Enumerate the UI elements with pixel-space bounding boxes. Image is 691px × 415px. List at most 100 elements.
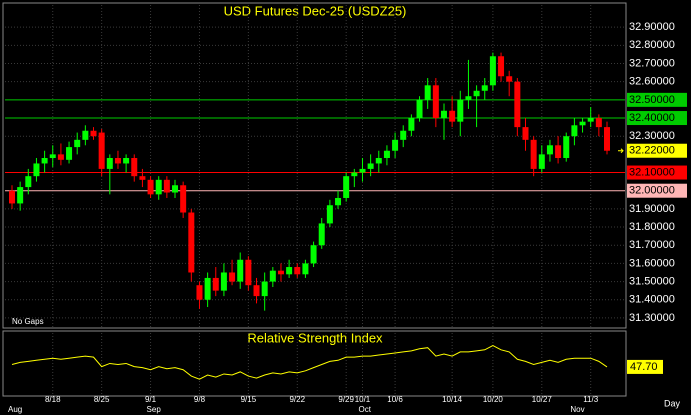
month-label: Aug <box>8 405 22 414</box>
candle-body <box>57 154 64 160</box>
level-label-box <box>627 111 687 126</box>
candle-body <box>139 176 146 180</box>
chart-title: USD Futures Dec-25 (USDZ25) <box>224 3 407 18</box>
candle-body <box>220 272 227 291</box>
price-panel <box>2 2 627 329</box>
y-tick-label: 31.80000 <box>629 221 675 233</box>
candle-body <box>571 125 578 137</box>
candle-body <box>457 99 464 122</box>
month-label: Sep <box>147 405 162 414</box>
x-tick-label: 10/27 <box>532 395 553 404</box>
rsi-panel <box>2 330 627 397</box>
candle-body <box>163 179 170 193</box>
x-tick-label: 10/20 <box>483 395 504 404</box>
y-tick-label: 32.80000 <box>629 39 675 51</box>
candle-body <box>555 145 562 159</box>
x-tick-label: 9/29 <box>338 395 354 404</box>
candle-body <box>506 76 513 82</box>
candle-body <box>245 259 252 286</box>
candle-body <box>587 118 594 122</box>
candle-body <box>498 56 505 77</box>
x-tick-label: 8/18 <box>45 395 61 404</box>
candle-body <box>277 270 284 275</box>
x-tick-label: 10/1 <box>355 395 371 404</box>
candle-body <box>481 85 488 91</box>
candle-body <box>604 127 610 151</box>
candle-body <box>269 270 276 282</box>
candle-body <box>408 118 415 131</box>
level-label-box <box>627 183 687 198</box>
y-tick-label: 32.90000 <box>629 21 675 33</box>
candle-body <box>90 130 97 137</box>
candle-body <box>82 130 89 140</box>
candle-body <box>131 158 138 177</box>
candle-body <box>375 158 382 164</box>
candle-body <box>66 147 73 160</box>
candle-body <box>432 85 439 119</box>
x-tick-label: 9/22 <box>289 395 305 404</box>
candle-body <box>489 56 496 86</box>
candle-body <box>204 277 211 300</box>
x-tick-label: 10/14 <box>442 395 463 404</box>
y-tick-label: 32.60000 <box>629 76 675 88</box>
candle-body <box>343 176 350 198</box>
y-tick-label: 32.70000 <box>629 57 675 69</box>
candle-body <box>9 190 15 204</box>
y-tick-label: 32.30000 <box>629 130 675 142</box>
candle-body <box>351 172 358 177</box>
candle-body <box>595 118 602 128</box>
x-tick-label: 10/6 <box>387 395 403 404</box>
level-label: 32.40000 <box>629 112 675 124</box>
candle-body <box>392 139 399 151</box>
candle-body <box>449 110 456 122</box>
candle-body <box>98 132 105 169</box>
y-tick-label: 31.90000 <box>629 203 675 215</box>
y-tick-label: 31.30000 <box>629 312 675 324</box>
candle-body <box>383 150 390 159</box>
candle-body <box>41 158 48 164</box>
y-tick-label: 31.60000 <box>629 257 675 269</box>
candle-body <box>147 179 154 195</box>
current-label-box <box>627 143 687 158</box>
candle-body <box>546 145 553 155</box>
candle-body <box>440 110 447 119</box>
candle-body <box>538 154 545 169</box>
x-tick-label: 9/1 <box>145 395 157 404</box>
period-label: Day <box>664 398 681 408</box>
rsi-title: Relative Strength Index <box>247 330 383 345</box>
current-arrow <box>618 148 624 154</box>
candle-body <box>196 285 203 300</box>
candle-body <box>310 245 317 264</box>
candle-body <box>473 90 480 97</box>
x-tick-label: 8/25 <box>94 395 110 404</box>
level-label: 32.50000 <box>629 94 675 106</box>
candle-body <box>253 285 260 297</box>
candle-body <box>49 154 56 159</box>
candle-body <box>286 267 293 275</box>
candle-body <box>530 139 537 169</box>
candle-body <box>33 163 40 177</box>
rsi-label-box <box>627 359 663 374</box>
candle-body <box>359 168 366 173</box>
level-label: 32.00000 <box>629 185 675 197</box>
level-label: 32.10000 <box>629 166 675 178</box>
candle-body <box>318 223 325 246</box>
y-tick-label: 31.70000 <box>629 239 675 251</box>
candle-body <box>294 267 301 275</box>
x-tick-label: 11/3 <box>583 395 599 404</box>
rsi-label: 47.70 <box>630 361 658 373</box>
candle-body <box>465 96 472 100</box>
candle-body <box>188 212 195 273</box>
candle-body <box>114 158 121 164</box>
candle-body <box>522 127 529 140</box>
y-tick-label: 31.50000 <box>629 275 675 287</box>
current-label: 32.22000 <box>629 145 675 157</box>
month-label: Oct <box>358 405 371 414</box>
x-tick-label: 9/15 <box>241 395 257 404</box>
candle-body <box>416 99 423 119</box>
candle-body <box>155 179 162 195</box>
candle-body <box>579 121 586 126</box>
level-label-box <box>627 92 687 107</box>
candle-body <box>123 158 130 164</box>
